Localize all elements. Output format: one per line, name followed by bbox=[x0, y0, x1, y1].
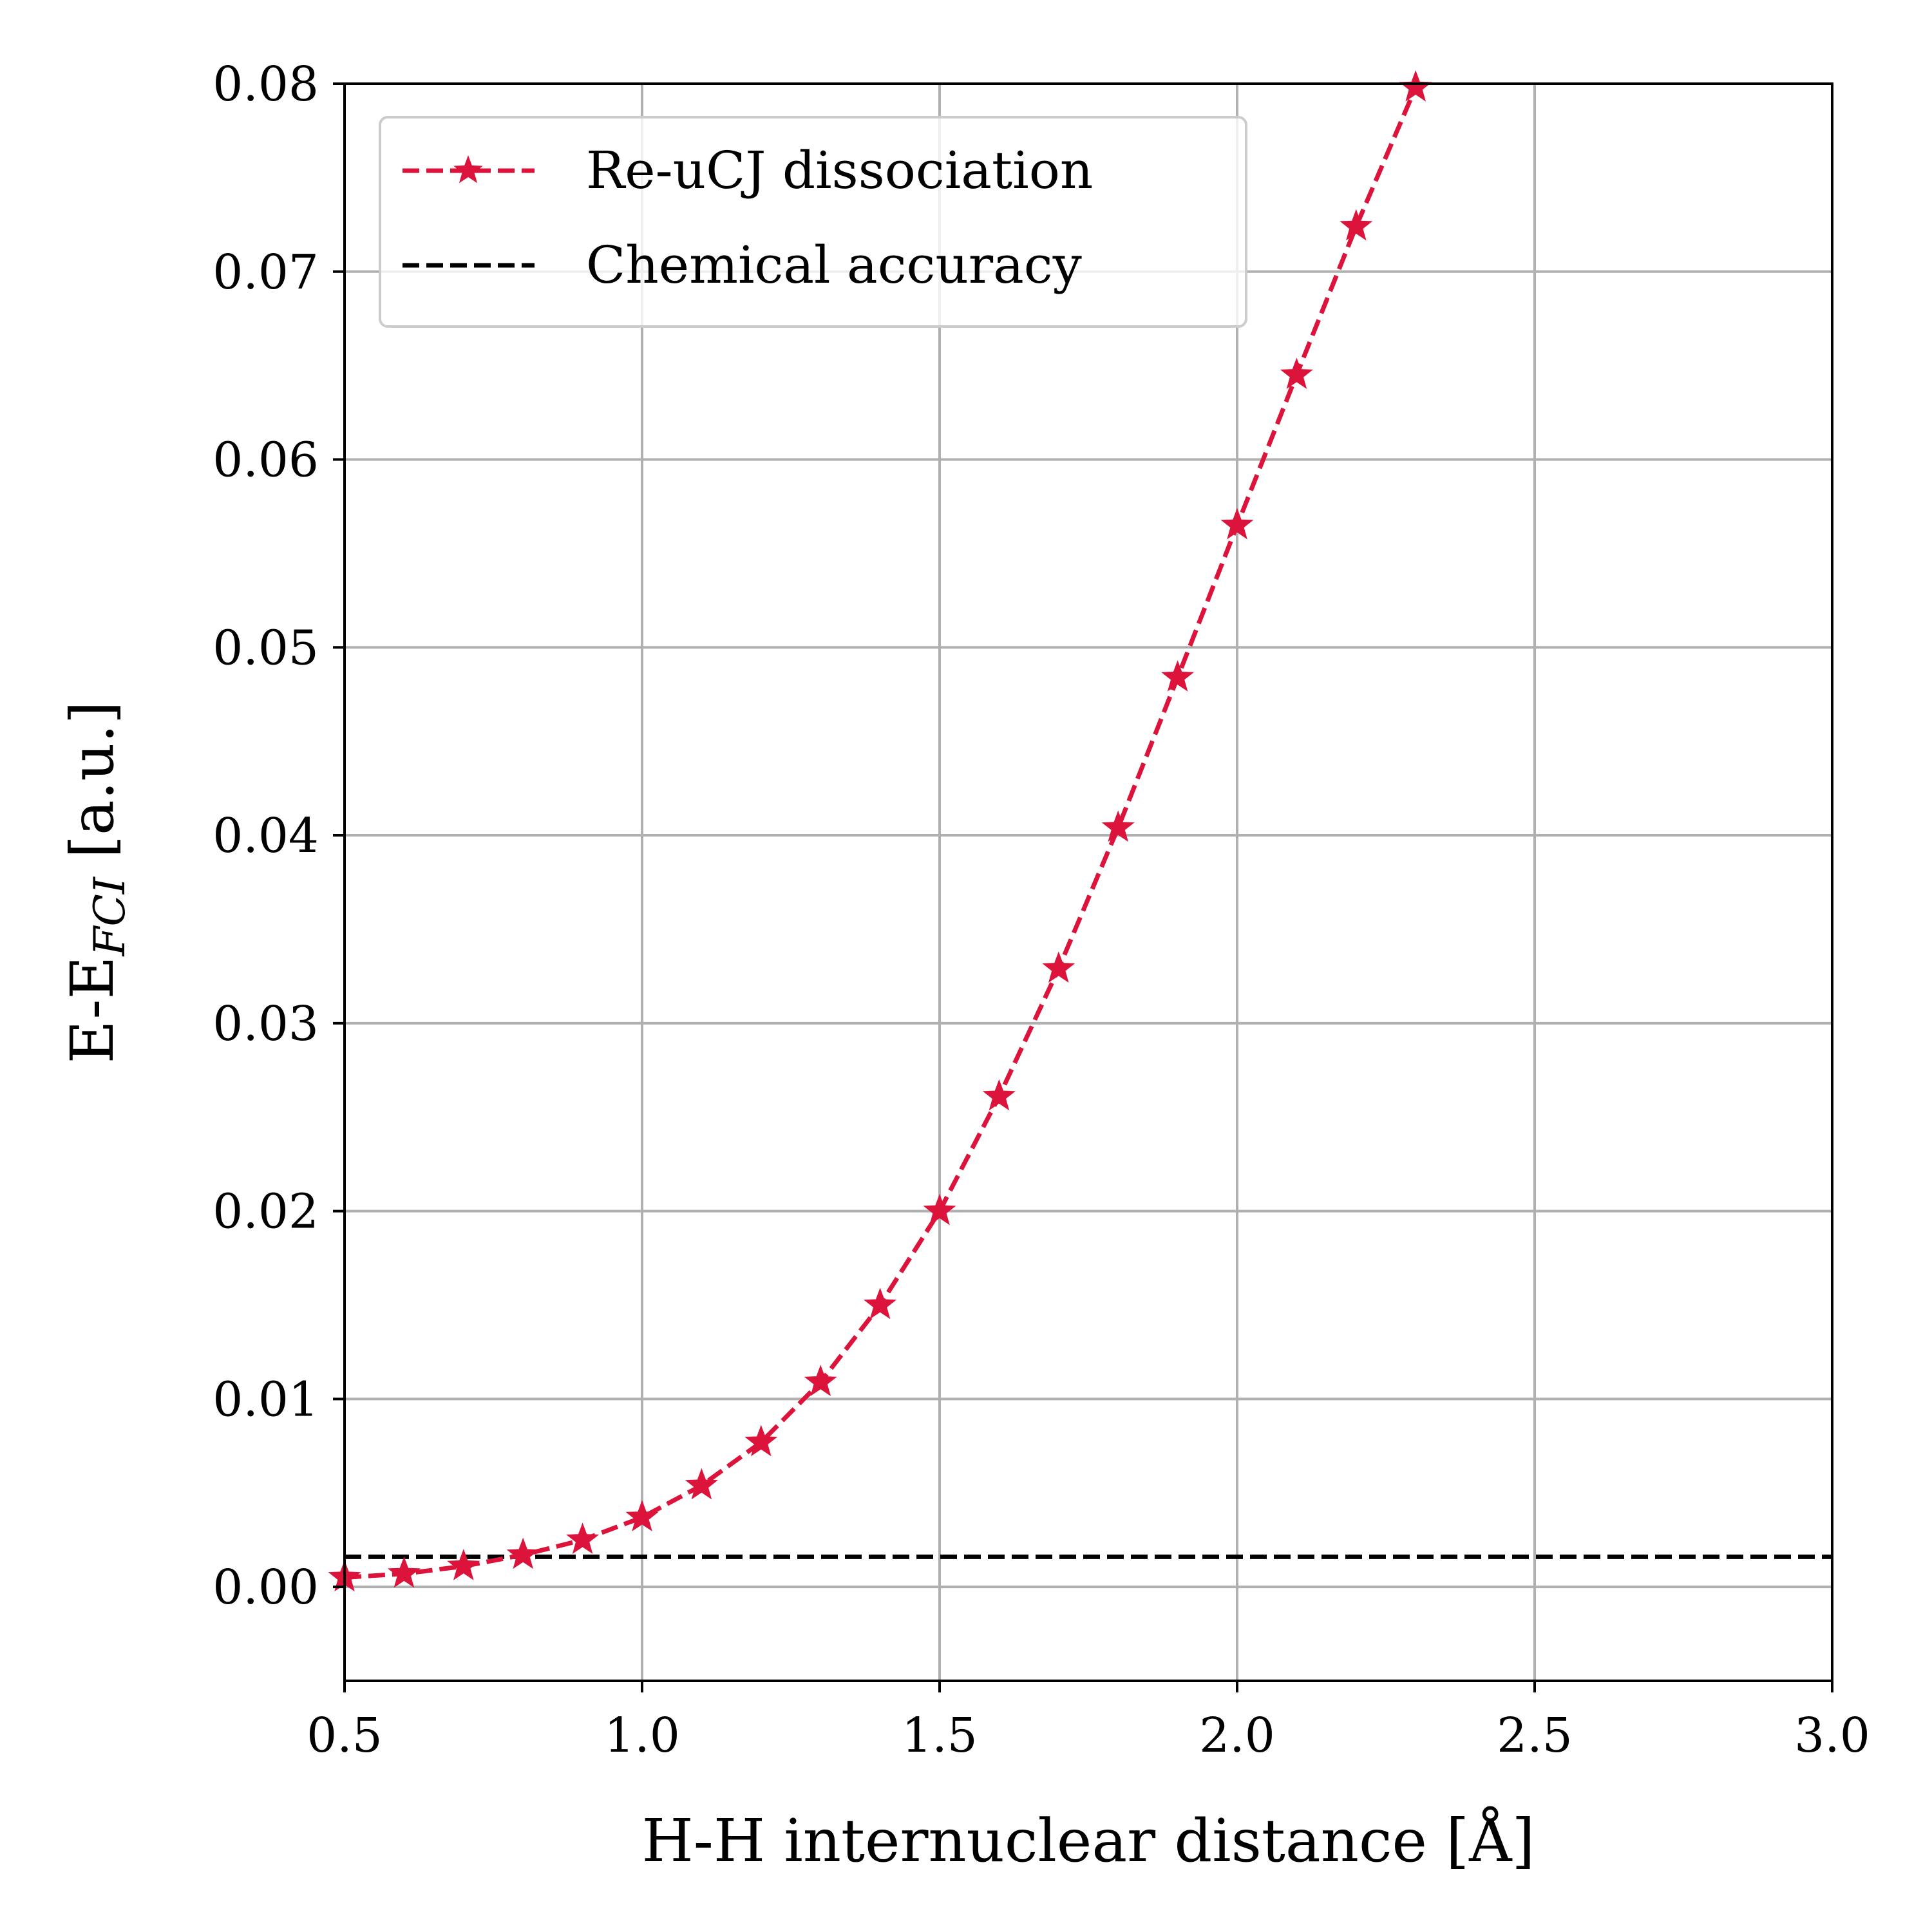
y-tick-label: 0.01 bbox=[213, 1372, 319, 1427]
y-axis-title: E-EFCI [a.u.] bbox=[58, 701, 135, 1063]
y-axis-title-unit: [a.u.] bbox=[58, 701, 127, 877]
ticks bbox=[333, 82, 1833, 1692]
reucj-data-point bbox=[1161, 660, 1195, 692]
y-tick-label: 0.00 bbox=[213, 1560, 319, 1615]
reucj-data-point bbox=[1340, 209, 1373, 241]
reucj-data-point bbox=[923, 1193, 956, 1226]
x-tick-label: 0.5 bbox=[307, 1708, 383, 1763]
legend-box bbox=[379, 116, 1247, 328]
series-layer bbox=[328, 70, 1832, 1592]
y-tick-label: 0.04 bbox=[213, 808, 319, 864]
reucj-data-point bbox=[566, 1522, 600, 1554]
reucj-data-point bbox=[982, 1079, 1016, 1111]
tick-labels: 0.5 1.0 1.5 2.0 2.5 3.0 0.00 0.01 0.02 0.03 0.04 0.… bbox=[213, 57, 1870, 1763]
reucj-data-point bbox=[506, 1537, 540, 1569]
reucj-data-point bbox=[447, 1549, 480, 1580]
reucj-data-point bbox=[744, 1425, 778, 1457]
x-tick-label: 2.5 bbox=[1497, 1708, 1573, 1763]
legend-label-chemical-accuracy: Chemical accuracy bbox=[586, 235, 1082, 295]
legend-marker-reucj bbox=[453, 155, 483, 184]
y-tick-label: 0.05 bbox=[213, 620, 319, 676]
plot-frame bbox=[343, 82, 1833, 1682]
y-tick-label: 0.02 bbox=[213, 1184, 319, 1240]
legend: Re-uCJ dissociation Chemical accuracy bbox=[379, 116, 1247, 328]
y-axis-title-sub: FCI bbox=[85, 876, 135, 956]
y-tick-label: 0.08 bbox=[213, 57, 319, 112]
x-tick-label: 3.0 bbox=[1794, 1708, 1870, 1763]
x-tick-label: 2.0 bbox=[1199, 1708, 1275, 1763]
y-tick-label: 0.07 bbox=[213, 245, 319, 300]
reucj-data-point bbox=[804, 1365, 837, 1396]
y-tick-label: 0.03 bbox=[213, 996, 319, 1052]
reucj-data-point bbox=[1042, 951, 1075, 983]
reucj-data-point bbox=[1220, 507, 1254, 540]
x-axis-title: H-H internuclear distance [Å] bbox=[642, 1806, 1535, 1875]
reucj-data-point bbox=[1101, 810, 1135, 842]
reucj-data-point bbox=[685, 1468, 718, 1500]
reucj-data-point bbox=[864, 1287, 897, 1320]
x-tick-label: 1.5 bbox=[902, 1708, 978, 1763]
reucj-data-point bbox=[387, 1556, 421, 1588]
reucj-data-point bbox=[1280, 357, 1313, 390]
legend-label-reucj: Re-uCJ dissociation bbox=[586, 140, 1093, 200]
x-tick-label: 1.0 bbox=[604, 1708, 680, 1763]
reucj-data-point bbox=[625, 1500, 659, 1531]
y-axis-title-main: E-E bbox=[58, 956, 127, 1063]
y-tick-label: 0.06 bbox=[213, 433, 319, 488]
